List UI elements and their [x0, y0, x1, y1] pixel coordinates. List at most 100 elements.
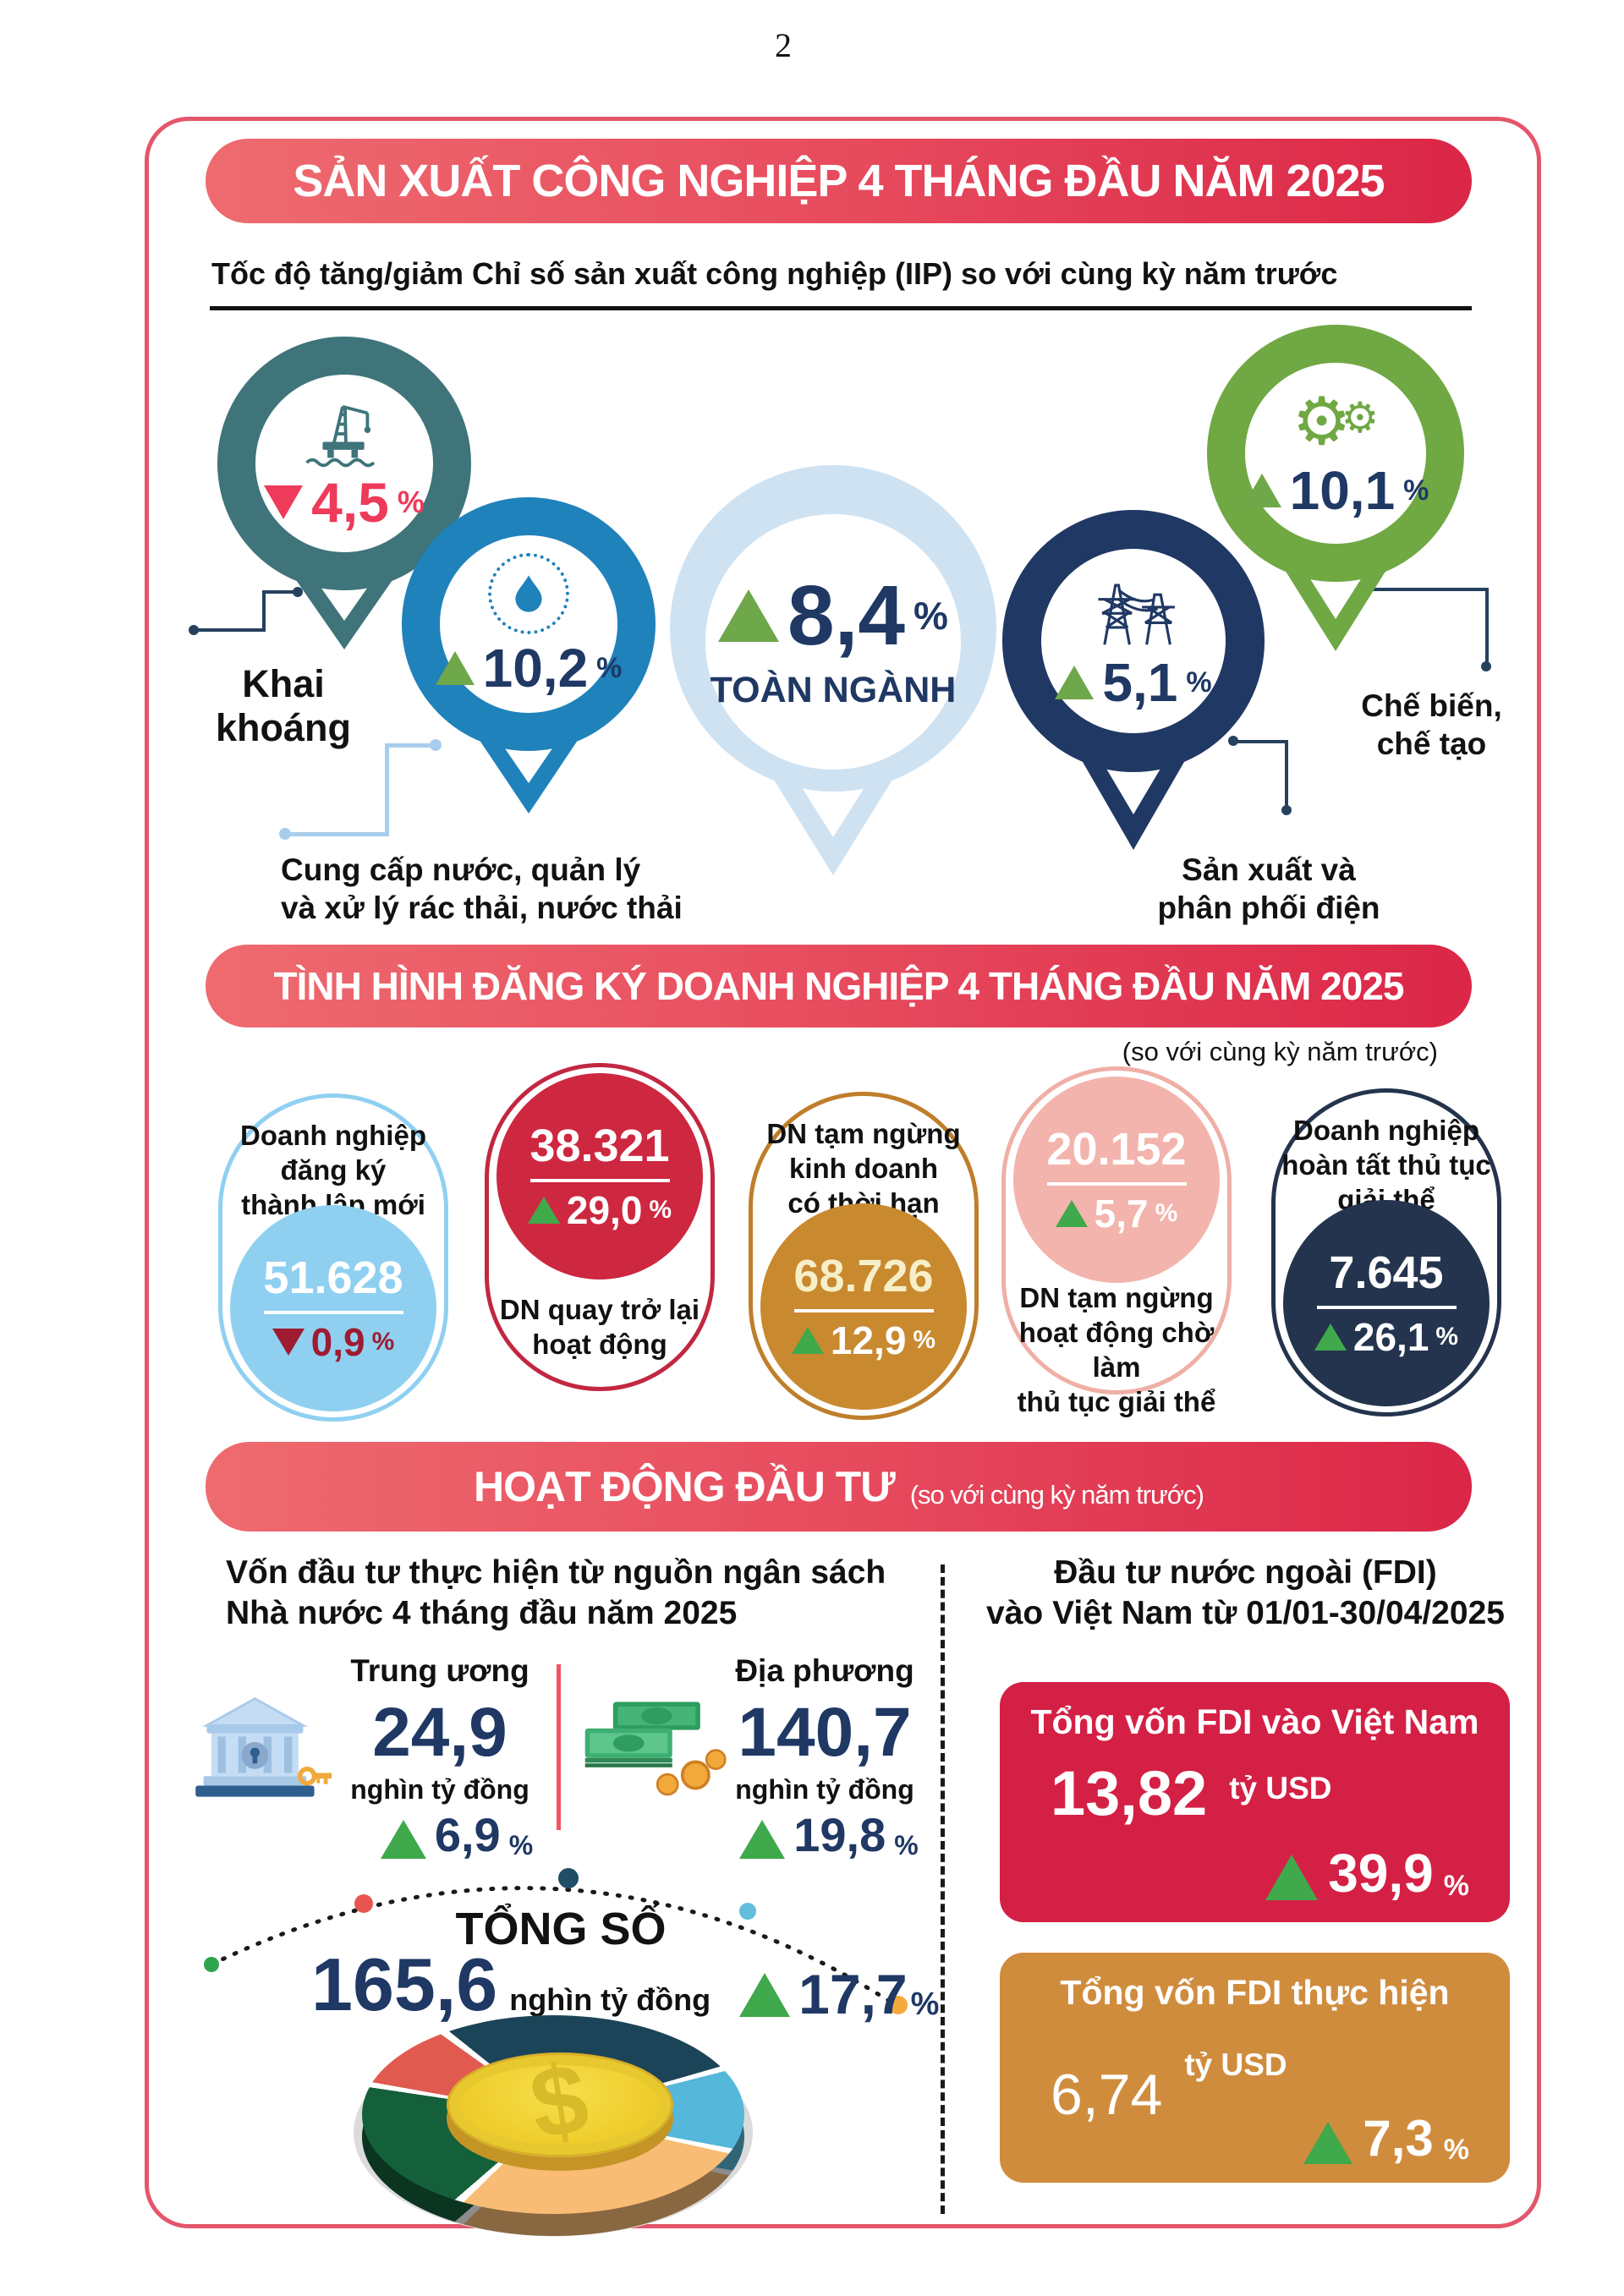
rule — [1046, 1182, 1187, 1186]
card-dissolved: Doanh nghiệp hoàn tất thủ tục giải thể 7… — [1271, 1088, 1501, 1417]
pin-manufacturing-percent-sign: % — [1403, 474, 1429, 507]
up-triangle-icon — [791, 1327, 824, 1354]
total-value: 165,6 — [311, 1943, 498, 2026]
pin-whole-industry-percent-sign: % — [914, 593, 948, 638]
up-triangle-icon — [435, 651, 475, 685]
fdi-total-label: Tổng vốn FDI vào Việt Nam — [1030, 1702, 1479, 1741]
central-label: Trung ương — [350, 1653, 529, 1688]
up-triangle-icon — [527, 1197, 560, 1224]
connector-dot — [189, 625, 199, 635]
connector-line — [385, 743, 389, 836]
section-investment-banner: HOẠT ĐỘNG ĐẦU TƯ (so với cùng kỳ năm trư… — [206, 1442, 1472, 1532]
pin-water-label: Cung cấp nước, quản lý và xử lý rác thải… — [281, 852, 683, 925]
pin-electricity-value: 5,1 — [1102, 652, 1178, 713]
local-unit: nghìn tỷ đồng — [735, 1774, 914, 1805]
fdi-total-pct: 39,9 — [1328, 1843, 1434, 1904]
pin-manufacturing-label: Chế biến, chế tạo — [1361, 688, 1502, 761]
up-triangle-icon — [1242, 474, 1281, 507]
connector-line — [1233, 740, 1287, 743]
arc-dot-green — [204, 1957, 219, 1972]
total-label: TỔNG SỐ — [455, 1904, 667, 1954]
up-triangle-icon — [1055, 1200, 1088, 1227]
up-triangle-icon — [739, 1820, 786, 1859]
card-suspended-value: 68.726 — [793, 1251, 934, 1301]
local-value: 140,7 — [738, 1694, 912, 1771]
card-suspended: DN tạm ngừng kinh doanh có thời hạn 68.7… — [749, 1092, 979, 1420]
local-pct: 19,8 — [793, 1808, 886, 1861]
total-unit: nghìn tỷ đồng — [509, 1982, 711, 2017]
up-triangle-icon — [1265, 1855, 1319, 1900]
pin-whole-industry: 8,4 % TOÀN NGÀNH — [670, 465, 996, 875]
connector-dot — [279, 828, 291, 840]
fdi-total-value: 13,82 — [1051, 1758, 1208, 1828]
central-value: 24,9 — [372, 1694, 508, 1771]
column-divider — [941, 1564, 945, 2214]
rule — [529, 1179, 670, 1182]
iip-subtitle-rule — [210, 306, 1472, 310]
pin-whole-industry-value: 8,4 — [787, 567, 906, 663]
budget-donut-chart: $ — [354, 2015, 753, 2242]
pin-water-value: 10,2 — [482, 638, 589, 699]
arc-dot-red — [354, 1894, 373, 1913]
fdi-realized-pct: 7,3 — [1363, 2110, 1434, 2167]
total-arc — [204, 1868, 908, 2014]
oil-rig-icon — [305, 405, 376, 468]
page-number: 2 — [775, 26, 792, 64]
business-note: (so với cùng kỳ năm trước) — [1122, 1037, 1438, 1066]
dollar-coin-icon: $ — [447, 2042, 673, 2161]
card-awaiting-dissolution: 20.152 5,7 % DN tạm ngừng hoạt động chờ … — [1001, 1066, 1232, 1417]
card-suspended-label: DN tạm ngừng kinh doanh có thời hạn — [766, 1118, 961, 1219]
fdi-realized-box: Tổng vốn FDI thực hiện 6,74 tỷ USD 7,3 % — [1000, 1953, 1510, 2183]
fdi-title: Đầu tư nước ngoài (FDI) vào Việt Nam từ … — [986, 1554, 1505, 1631]
pin-mining-value: 4,5 — [311, 471, 389, 534]
pin-water: 10,2 % — [402, 497, 656, 814]
section-business-banner: TÌNH HÌNH ĐĂNG KÝ DOANH NGHIỆP 4 THÁNG Đ… — [206, 945, 1472, 1027]
iip-subtitle: Tốc độ tăng/giảm Chỉ số sản xuất công ng… — [211, 256, 1338, 291]
card-returned: 38.321 29,0 % DN quay trở lại hoạt động — [485, 1063, 715, 1391]
gears-icon: ⚙⚙ — [1292, 384, 1380, 460]
arc-dot-blue — [739, 1903, 756, 1920]
connector-line — [262, 590, 266, 632]
card-dissolved-pct: 26,1 — [1352, 1315, 1429, 1359]
local-label: Địa phương — [735, 1653, 914, 1688]
pin-water-percent-sign: % — [596, 652, 623, 684]
rule — [263, 1311, 403, 1314]
power-pylon-icon — [1098, 584, 1175, 645]
central-unit: nghìn tỷ đồng — [350, 1774, 529, 1805]
connector-line — [1285, 740, 1288, 810]
connector-dot — [1481, 661, 1491, 671]
up-triangle-icon — [739, 1973, 791, 2017]
up-triangle-icon — [1055, 666, 1095, 699]
card-awaiting-dissolution-pct: 5,7 — [1094, 1192, 1149, 1236]
pin-mining-label: Khai khoáng — [215, 662, 351, 749]
stat-divider — [557, 1664, 561, 1830]
card-returned-pct: 29,0 — [566, 1188, 643, 1232]
connector-dot — [430, 739, 442, 751]
pin-manufacturing: ⚙⚙ 10,1 % — [1207, 325, 1464, 651]
rule — [793, 1309, 934, 1312]
down-triangle-icon — [272, 1329, 304, 1356]
investment-note: (so với cùng kỳ năm trước) — [909, 1480, 1204, 1510]
connector-line — [1485, 588, 1489, 666]
fdi-total-unit: tỷ USD — [1229, 1771, 1332, 1806]
arc-dot-navy — [558, 1868, 579, 1888]
up-triangle-icon — [718, 589, 780, 642]
up-triangle-icon — [380, 1820, 426, 1859]
connector-line — [262, 590, 298, 594]
card-dissolved-value: 7.645 — [1329, 1247, 1444, 1298]
card-awaiting-dissolution-label: DN tạm ngừng hoạt động chờ làm thủ tục g… — [1017, 1282, 1216, 1417]
card-new-registered-value: 51.628 — [263, 1252, 403, 1303]
section-business-title: TÌNH HÌNH ĐĂNG KÝ DOANH NGHIỆP 4 THÁNG Đ… — [273, 964, 1405, 1008]
card-new-registered: Doanh nghiệp đăng ký thành lập mới 51.62… — [218, 1093, 448, 1422]
arc-dot-orange — [889, 1996, 908, 2014]
content-frame — [145, 117, 1541, 2228]
total-pct: 17,7 — [798, 1963, 908, 2025]
fdi-total-box: Tổng vốn FDI vào Việt Nam 13,82 tỷ USD 3… — [1000, 1682, 1510, 1922]
state-budget-title: Vốn đầu tư thực hiện từ nguồn ngân sách … — [226, 1554, 886, 1631]
money-stack-icon — [584, 1701, 727, 1796]
connector-line — [194, 628, 266, 632]
fdi-realized-value: 6,74 — [1051, 2063, 1163, 2127]
rule — [1316, 1306, 1457, 1309]
pin-electricity-percent-sign: % — [1186, 666, 1212, 699]
